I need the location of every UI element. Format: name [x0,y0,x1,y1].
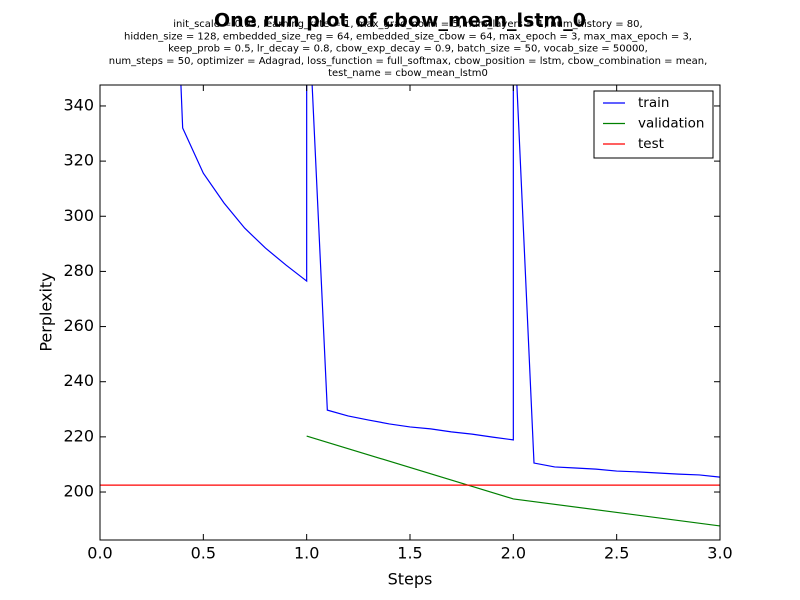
y-tick-label: 200 [63,482,94,501]
x-tick-label: 0.5 [191,544,216,563]
y-tick-label: 240 [63,371,94,390]
x-tick-label: 2.5 [604,544,629,563]
series-line [180,85,720,478]
series-line [306,435,720,527]
legend-label: validation [638,116,704,132]
plot-area [100,85,720,527]
y-tick-label: 280 [63,261,94,280]
y-tick-label: 320 [63,151,94,170]
x-tick-label: 0.0 [87,544,112,563]
legend-label: test [638,136,664,152]
x-tick-label: 1.5 [397,544,422,563]
y-tick-label: 260 [63,316,94,335]
subtitle-line: num_steps = 50, optimizer = Adagrad, los… [109,56,708,67]
subtitle-line: init_scale = 0.05, learning_rate = 1, ma… [173,19,642,30]
x-tick-label: 1.0 [294,544,319,563]
y-axis-label: Perplexity [37,272,56,351]
y-tick-label: 340 [63,95,94,114]
subtitle-line: keep_prob = 0.5, lr_decay = 0.8, cbow_ex… [168,44,648,55]
legend-label: train [638,95,669,111]
x-tick-label: 3.0 [707,544,732,563]
y-tick-label: 220 [63,426,94,445]
y-tick-label: 300 [63,206,94,225]
subtitle-line: hidden_size = 128, embedded_size_reg = 6… [124,31,692,42]
x-tick-label: 2.0 [501,544,526,563]
chart-title: One run plot of cbow_mean_lstm_0 [214,10,586,32]
x-axis-label: Steps [388,570,433,589]
legend-box [593,90,714,159]
subtitle-line: test_name = cbow_mean_lstm0 [328,68,488,79]
